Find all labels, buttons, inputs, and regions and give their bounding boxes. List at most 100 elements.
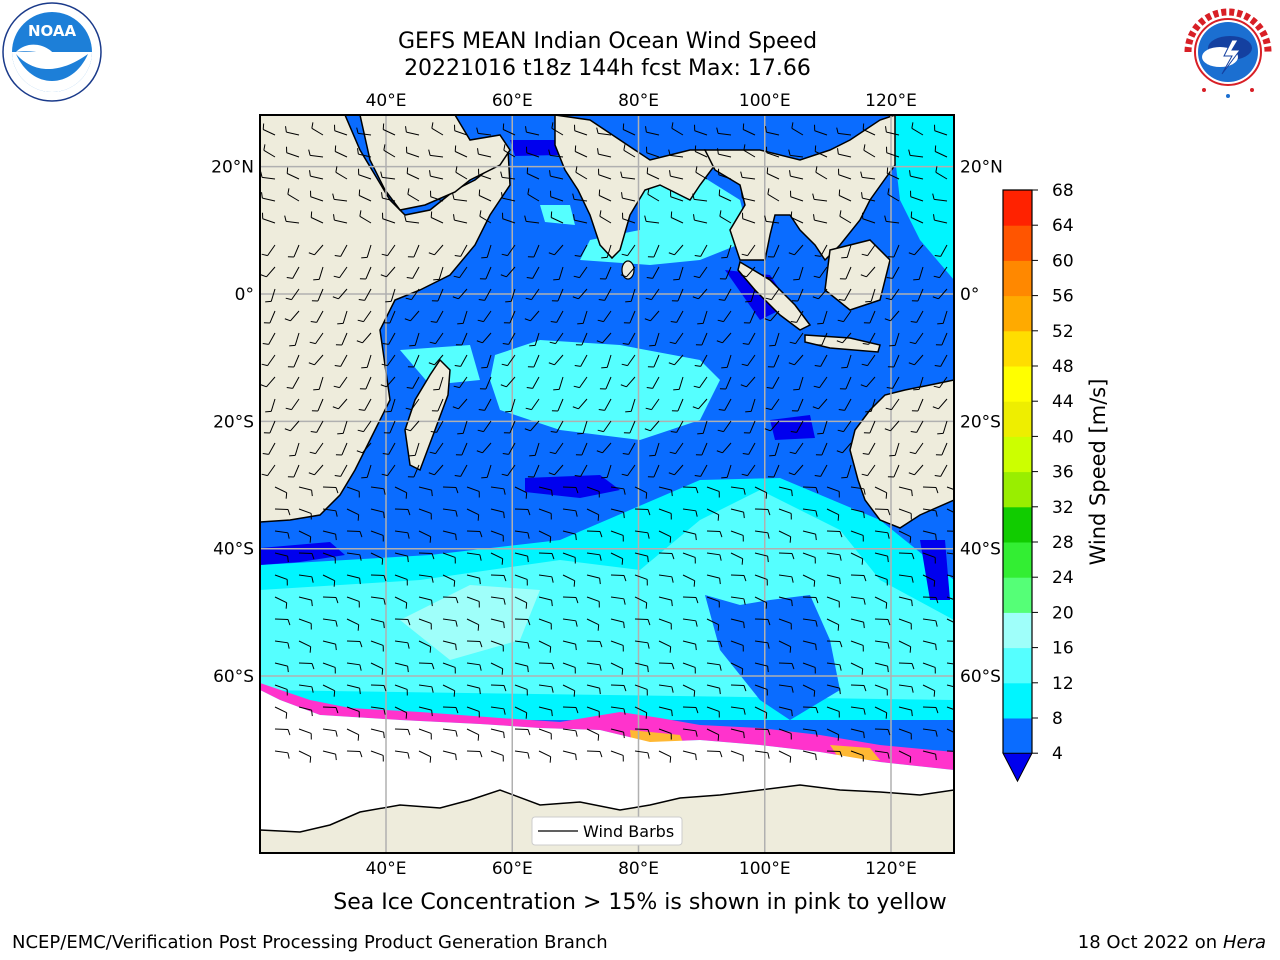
wind-barb — [412, 376, 420, 389]
wind-barb — [723, 420, 732, 432]
wind-barb-flag — [767, 556, 769, 563]
wind-barb — [778, 486, 792, 491]
wind-barb — [842, 442, 852, 454]
wind-barb — [550, 154, 564, 158]
wind-barb — [486, 244, 492, 258]
wind-barb — [478, 132, 492, 136]
wind-barb — [623, 129, 636, 136]
wind-barb-flag — [335, 644, 337, 651]
wind-barb — [610, 530, 624, 536]
map-title: GEFS MEAN Indian Ocean Wind Speed — [397, 29, 818, 54]
wind-barb — [922, 684, 935, 692]
wind-barb — [382, 176, 396, 180]
wind-barb — [863, 129, 876, 136]
wind-barb — [586, 486, 600, 492]
wind-barb-flag — [452, 193, 455, 200]
wind-barb — [815, 171, 828, 180]
wind-barb — [274, 486, 287, 494]
wind-barb — [604, 398, 612, 411]
wind-barb — [658, 486, 672, 491]
wind-barb — [314, 464, 324, 476]
wind-barb-flag — [335, 534, 337, 541]
wind-barb — [580, 464, 588, 477]
wind-barb-flag — [692, 296, 699, 300]
wind-barb-flag — [668, 362, 675, 366]
wind-barb-flag — [741, 473, 748, 477]
wind-barb — [754, 486, 767, 494]
wind-barb — [627, 464, 636, 476]
wind-barb — [514, 684, 528, 690]
wind-barb-flag — [815, 487, 819, 494]
footer-host: Hera — [1222, 932, 1266, 953]
wind-barb — [893, 354, 900, 368]
wind-barb — [413, 244, 420, 258]
wind-barb — [483, 420, 492, 432]
wind-barb — [386, 266, 396, 278]
wind-barb — [670, 175, 684, 180]
wind-barb — [334, 219, 348, 224]
wind-barb — [940, 244, 948, 257]
wind-barb-flag — [789, 756, 792, 763]
wind-barb-flag — [575, 620, 578, 627]
wind-barb — [898, 640, 911, 648]
wind-barb — [267, 244, 276, 256]
wind-barb — [390, 288, 396, 302]
wind-barb — [754, 574, 768, 580]
wind-barb-flag — [285, 297, 292, 301]
wind-barb — [682, 662, 696, 668]
wind-barb-flag — [718, 299, 725, 301]
wind-barb — [413, 464, 420, 478]
southeast-asia-landmass — [703, 115, 896, 262]
wind-barb-flag — [911, 686, 914, 693]
wind-barb — [778, 684, 792, 688]
wind-barb-flag — [500, 274, 507, 278]
wind-barb — [358, 132, 372, 136]
wind-barb — [699, 376, 708, 388]
wind-barb — [773, 464, 780, 478]
wind-barb — [802, 574, 815, 582]
wind-barb-flag — [789, 170, 791, 177]
wind-barb — [460, 354, 468, 367]
wind-barb-flag — [933, 385, 940, 389]
wind-barb — [490, 530, 504, 536]
wind-barb-flag — [454, 255, 461, 257]
wind-barb — [370, 508, 384, 513]
wind-barb — [627, 354, 636, 366]
wind-barb — [466, 684, 480, 689]
wind-barb — [915, 442, 924, 454]
wind-barb — [862, 197, 876, 202]
wind-barb — [575, 151, 588, 158]
wind-barb-flag — [549, 536, 552, 543]
wind-barb-flag — [960, 641, 962, 647]
wind-barb-flag — [407, 752, 410, 759]
wind-barb — [606, 464, 612, 478]
wind-barb-flag — [815, 754, 817, 761]
wind-barb-flag — [431, 490, 433, 497]
wind-barb-flag — [527, 619, 531, 626]
wind-barb — [646, 131, 660, 136]
wind-barb-flag — [766, 277, 773, 279]
wind-barb-flag — [743, 598, 746, 605]
wind-barb-flag — [837, 319, 844, 323]
wind-barb — [886, 131, 900, 136]
wind-barb-flag — [716, 127, 719, 134]
wind-barb — [674, 244, 684, 256]
wind-barb-flag — [813, 580, 816, 587]
wind-barb — [578, 398, 588, 410]
wind-barb-flag — [645, 126, 647, 133]
wind-barb — [311, 127, 324, 136]
wind-barb — [418, 530, 431, 538]
colorbar-tick-label: 8 — [1052, 709, 1063, 729]
wind-barb — [290, 420, 300, 432]
wind-barb — [815, 151, 828, 158]
wind-barb — [826, 574, 840, 579]
colorbar-swatch — [1003, 436, 1032, 473]
lat-label-right: 60°S — [960, 667, 1001, 687]
wind-barb-flag — [404, 215, 407, 222]
wind-barb — [766, 152, 780, 158]
wind-barb-flag — [599, 641, 603, 648]
wind-barb — [533, 354, 540, 368]
wind-barb-flag — [935, 730, 938, 737]
wind-barb — [626, 266, 636, 278]
wind-barb — [725, 266, 732, 280]
